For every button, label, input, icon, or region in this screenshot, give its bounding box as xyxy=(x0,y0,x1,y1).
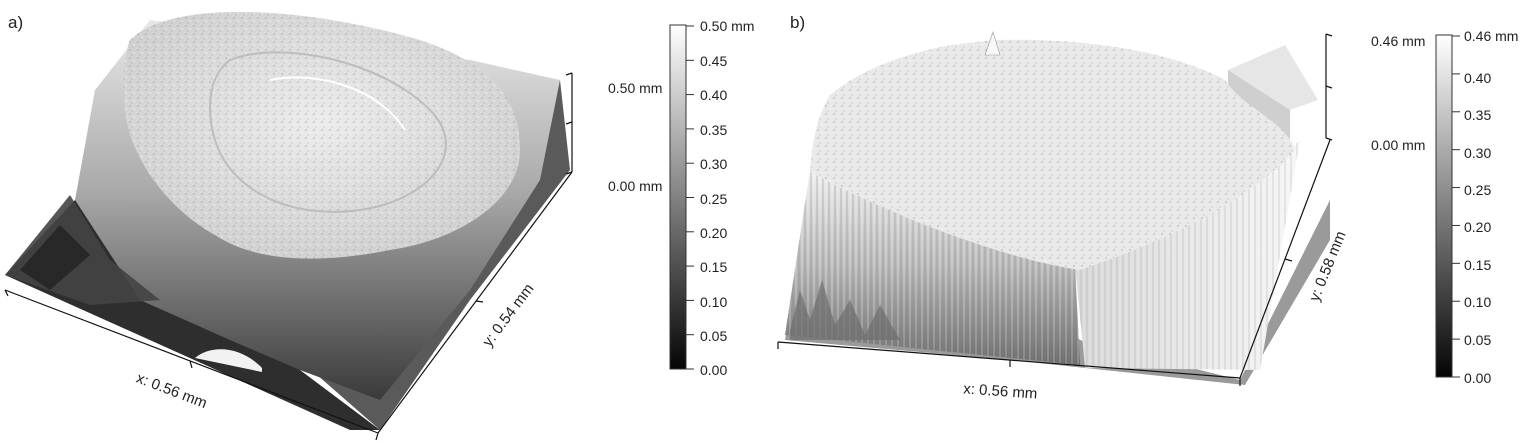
panel-a-colorbar-tick: 0.00 xyxy=(700,362,727,378)
panel-a-colorbar-tick: 0.30 xyxy=(700,156,727,172)
panel-a-colorbar-tick: 0.45 xyxy=(700,53,727,69)
panel-b-colorbar-max-label: 0.46 mm xyxy=(1464,28,1518,44)
panel-b-colorbar-tick: 0.40 xyxy=(1464,70,1491,86)
panel-a-x-axis-label: x: 0.56 mm xyxy=(134,370,209,412)
panel-a-z-tick-bottom: 0.00 mm xyxy=(608,178,662,194)
panel-a: a) x: 0.56 mm y: 0. xyxy=(4,11,754,441)
panel-a-colorbar-tick: 0.40 xyxy=(700,87,727,103)
panel-a-label: a) xyxy=(8,13,23,32)
panel-a-colorbar-max-label: 0.50 mm xyxy=(700,18,754,34)
panel-a-colorbar-tick: 0.15 xyxy=(700,259,727,275)
panel-b-colorbar-tick: 0.10 xyxy=(1464,294,1491,310)
panel-b-colorbar-tick: 0.35 xyxy=(1464,107,1491,123)
panel-a-surface-render xyxy=(5,11,570,430)
panel-a-colorbar-tick: 0.25 xyxy=(700,191,727,207)
panel-b-colorbar-tick: 0.20 xyxy=(1464,219,1491,235)
panel-b-surface-render xyxy=(785,31,1330,385)
panel-b-colorbar-tick: 0.05 xyxy=(1464,332,1491,348)
panel-b-colorbar-tick: 0.25 xyxy=(1464,182,1491,198)
panel-b-colorbar-tick: 0.30 xyxy=(1464,145,1491,161)
panel-a-z-tick-top: 0.50 mm xyxy=(608,80,662,96)
panel-a-colorbar-tick: 0.20 xyxy=(700,225,727,241)
panel-b-label: b) xyxy=(790,13,805,32)
panel-a-colorbar-tick: 0.10 xyxy=(700,294,727,310)
panel-b: b) xyxy=(777,13,1518,403)
panel-b-colorbar-tick: 0.15 xyxy=(1464,257,1491,273)
panel-a-y-axis-label: y: 0.54 mm xyxy=(479,281,537,350)
panel-a-colorbar: 0.50 mm 0.45 0.40 0.35 0.30 0.25 0.20 0.… xyxy=(669,18,754,378)
panel-b-x-axis-label: x: 0.56 mm xyxy=(963,380,1038,402)
panel-a-colorbar-tick: 0.05 xyxy=(700,328,727,344)
panel-b-colorbar: 0.46 mm 0.40 0.35 0.30 0.25 0.20 0.15 0.… xyxy=(1435,28,1518,386)
panel-b-z-tick-top: 0.46 mm xyxy=(1371,33,1425,49)
panel-a-colorbar-tick: 0.35 xyxy=(700,122,727,138)
panel-b-z-tick-bottom: 0.00 mm xyxy=(1371,137,1425,153)
panel-b-colorbar-tick: 0.00 xyxy=(1464,370,1491,386)
